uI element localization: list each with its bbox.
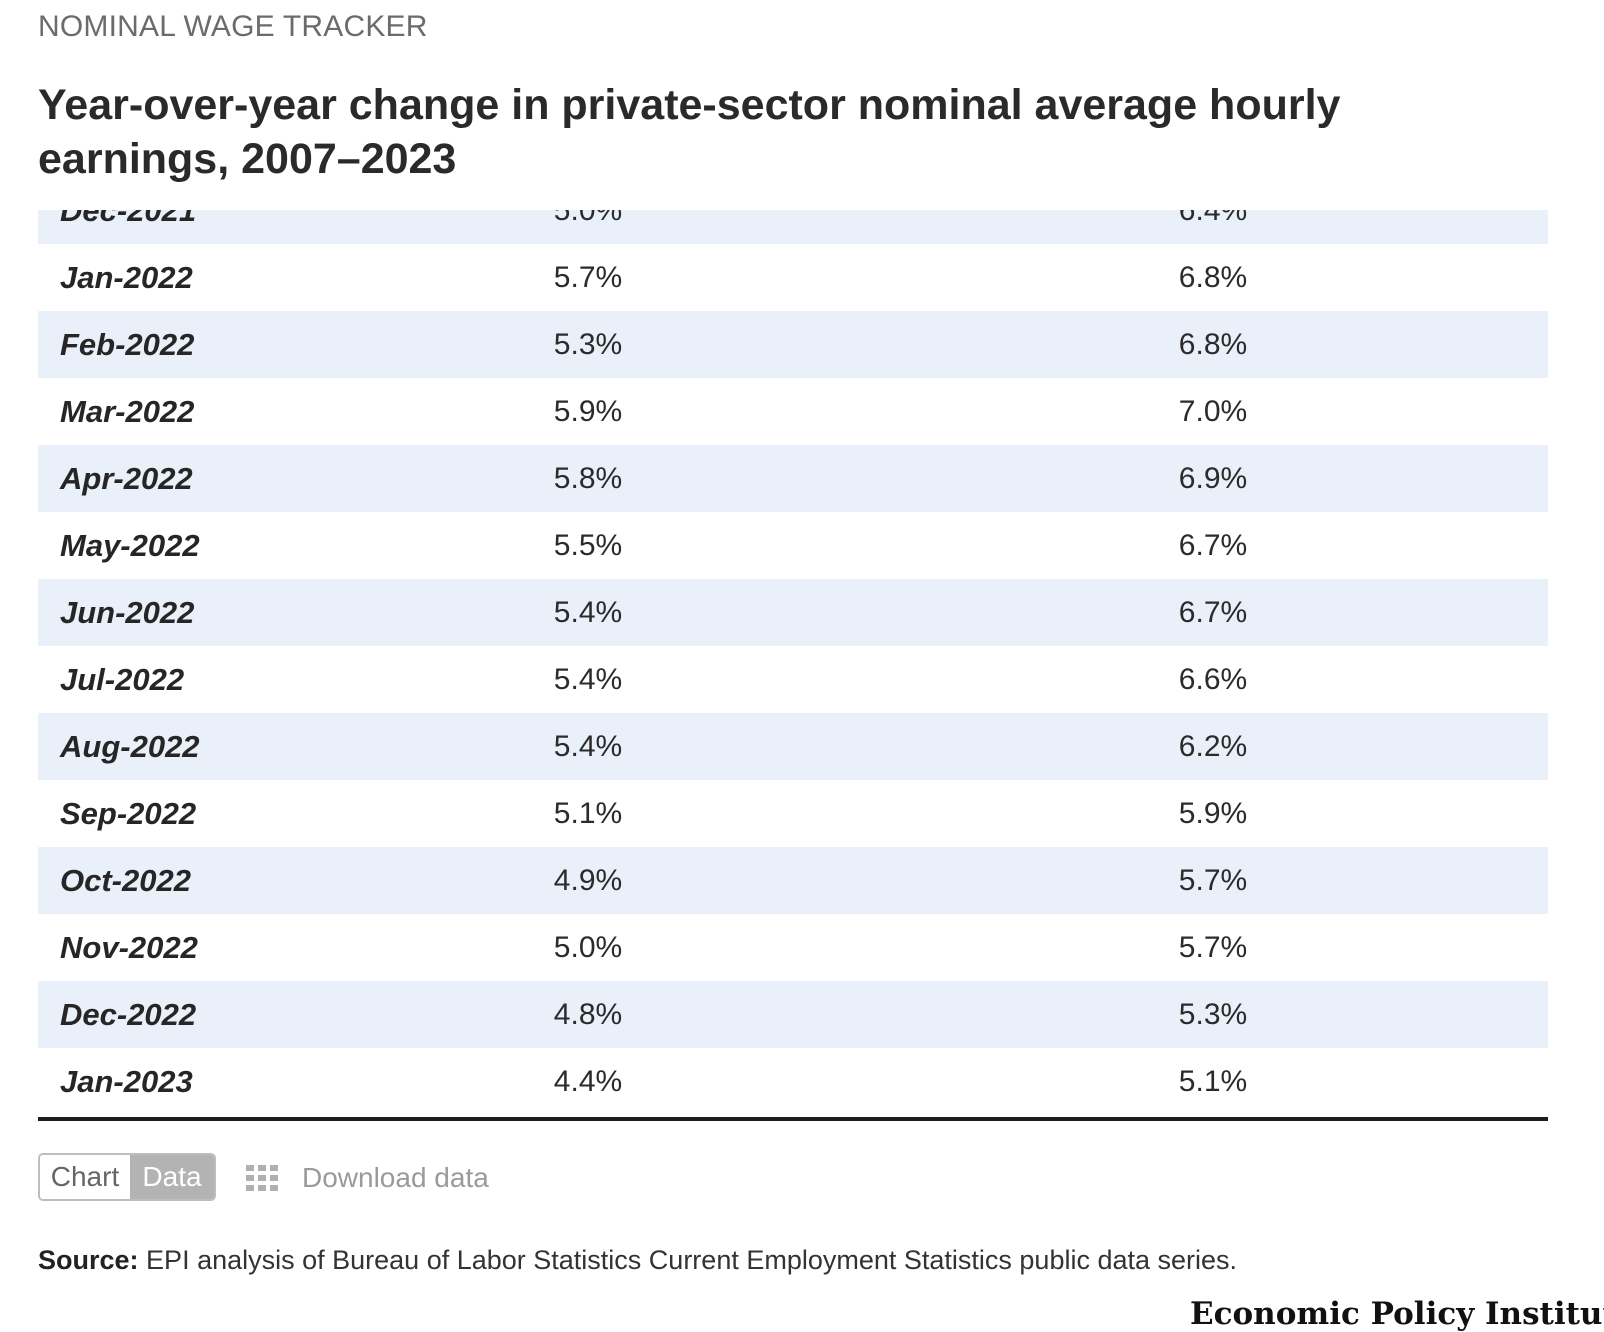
chart-view-button[interactable]: Chart	[40, 1155, 130, 1199]
view-toggle: Chart Data	[38, 1153, 216, 1201]
data-table: Dec-2021 5.0% 6.4% Jan-2022 5.7% 6.8% Feb-2022…	[38, 210, 1548, 1115]
row-value-series-1: 5.8%	[553, 462, 623, 495]
row-date: Mar-2022	[60, 394, 195, 429]
table-row: Apr-2022 5.8% 6.9%	[38, 445, 1548, 512]
table-row: Mar-2022 5.9% 7.0%	[38, 378, 1548, 445]
row-date: Apr-2022	[60, 461, 193, 496]
row-value-series-2: 6.4%	[1178, 210, 1248, 227]
row-date: Jul-2022	[60, 662, 185, 697]
row-date: Feb-2022	[60, 327, 195, 362]
row-value-series-2: 6.2%	[1178, 730, 1248, 763]
table-row: Jan-2022 5.7% 6.8%	[38, 244, 1548, 311]
source-note: Source: EPI analysis of Bureau of Labor …	[38, 1245, 1237, 1276]
row-value-series-1: 5.4%	[553, 730, 623, 763]
row-date: Nov-2022	[60, 930, 198, 965]
table-row: Oct-2022 4.9% 5.7%	[38, 847, 1548, 914]
row-date: Jan-2022	[60, 260, 193, 295]
data-table-viewport[interactable]: Dec-2021 5.0% 6.4% Jan-2022 5.7% 6.8% Feb-2022…	[38, 210, 1548, 1120]
table-row: Jun-2022 5.4% 6.7%	[38, 579, 1548, 646]
table-row: Aug-2022 5.4% 6.2%	[38, 713, 1548, 780]
table-row: May-2022 5.5% 6.7%	[38, 512, 1548, 579]
row-value-series-2: 5.1%	[1178, 1065, 1248, 1098]
table-row: Dec-2021 5.0% 6.4%	[38, 210, 1548, 244]
table-row: Dec-2022 4.8% 5.3%	[38, 981, 1548, 1048]
row-value-series-2: 7.0%	[1178, 395, 1248, 428]
row-value-series-1: 5.3%	[553, 328, 623, 361]
row-value-series-1: 5.0%	[553, 210, 623, 227]
row-date: Jan-2023	[60, 1064, 193, 1099]
chart-kicker: NOMINAL WAGE TRACKER	[38, 10, 428, 43]
row-date: May-2022	[60, 528, 200, 563]
row-value-series-2: 5.7%	[1178, 931, 1248, 964]
table-row: Nov-2022 5.0% 5.7%	[38, 914, 1548, 981]
row-value-series-2: 6.7%	[1178, 596, 1248, 629]
row-value-series-1: 5.0%	[553, 931, 623, 964]
row-value-series-1: 5.7%	[553, 261, 623, 294]
row-value-series-1: 5.1%	[553, 797, 623, 830]
download-data-label: Download data	[302, 1162, 489, 1193]
download-data-link[interactable]: Download data	[246, 1158, 489, 1198]
grid-icon	[246, 1165, 278, 1191]
row-value-series-1: 5.9%	[553, 395, 623, 428]
row-date: Dec-2021	[60, 210, 197, 228]
brand-logo: Economic Policy Institute	[1190, 1296, 1604, 1332]
row-date: Jun-2022	[60, 595, 195, 630]
data-view-button[interactable]: Data	[130, 1155, 214, 1199]
source-text: EPI analysis of Bureau of Labor Statisti…	[146, 1245, 1238, 1275]
row-value-series-1: 5.5%	[553, 529, 623, 562]
row-value-series-2: 5.7%	[1178, 864, 1248, 897]
table-row: Feb-2022 5.3% 6.8%	[38, 311, 1548, 378]
row-value-series-2: 6.6%	[1178, 663, 1248, 696]
chart-title: Year-over-year change in private-sector …	[38, 81, 1341, 183]
row-value-series-2: 5.9%	[1178, 797, 1248, 830]
table-row: Jul-2022 5.4% 6.6%	[38, 646, 1548, 713]
row-value-series-1: 5.4%	[553, 596, 623, 629]
row-value-series-2: 6.9%	[1178, 462, 1248, 495]
row-value-series-2: 6.8%	[1178, 261, 1248, 294]
table-row: Jan-2023 4.4% 5.1%	[38, 1048, 1548, 1115]
row-value-series-1: 4.4%	[553, 1065, 623, 1098]
row-value-series-1: 4.8%	[553, 998, 623, 1031]
row-date: Sep-2022	[60, 796, 197, 831]
row-value-series-2: 6.7%	[1178, 529, 1248, 562]
table-row: Sep-2022 5.1% 5.9%	[38, 780, 1548, 847]
row-date: Dec-2022	[60, 997, 197, 1032]
row-value-series-1: 4.9%	[553, 864, 623, 897]
row-value-series-2: 6.8%	[1178, 328, 1248, 361]
row-date: Aug-2022	[60, 729, 200, 764]
row-value-series-1: 5.4%	[553, 663, 623, 696]
row-value-series-2: 5.3%	[1178, 998, 1248, 1031]
source-label: Source:	[38, 1245, 139, 1275]
table-bottom-rule	[38, 1117, 1548, 1121]
row-date: Oct-2022	[60, 863, 191, 898]
